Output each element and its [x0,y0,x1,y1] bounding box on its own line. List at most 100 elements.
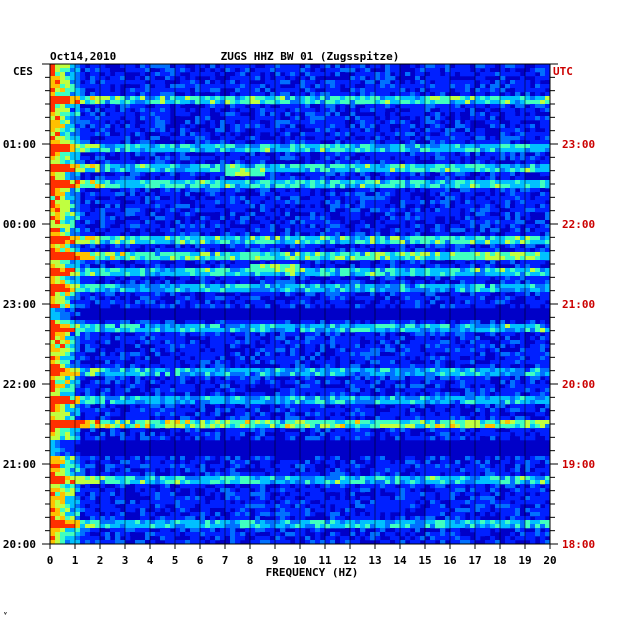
heat-cell [350,148,356,153]
heat-cell [85,288,91,293]
heat-cell [55,224,61,229]
heat-cell [130,180,136,185]
heat-cell [185,96,191,101]
heat-cell [125,228,131,233]
heat-cell [60,152,66,157]
heat-cell [270,184,276,189]
heat-cell [510,284,516,289]
heat-cell [440,88,446,93]
heat-cell [305,192,311,197]
heat-cell [500,196,506,201]
heat-cell [70,76,76,81]
heat-cell [425,232,431,237]
heat-cell [310,216,316,221]
heat-cell [185,252,191,257]
heat-cell [480,224,486,229]
heat-cell [80,144,86,149]
heat-cell [515,104,521,109]
heat-cell [545,96,551,101]
heat-cell [115,116,121,121]
heat-cell [500,164,506,169]
heat-cell [160,148,166,153]
heat-cell [495,192,501,197]
heat-cell [300,132,306,137]
heat-cell [490,284,496,289]
heat-cell [135,96,141,101]
heat-cell [310,256,316,261]
heat-cell [60,292,66,297]
heat-cell [105,288,111,293]
heat-cell [135,188,141,193]
heat-cell [425,208,431,213]
heat-cell [175,176,181,181]
heat-cell [295,64,301,69]
heat-cell [250,84,256,89]
heat-cell [155,64,161,69]
heat-cell [240,232,246,237]
heat-cell [205,252,211,257]
heat-cell [125,180,131,185]
heat-cell [220,180,226,185]
heat-cell [350,196,356,201]
heat-cell [160,80,166,85]
heat-cell [405,96,411,101]
heat-cell [280,64,286,69]
heat-cell [435,128,441,133]
heat-cell [185,104,191,109]
heat-cell [60,168,66,173]
heat-cell [370,236,376,241]
heat-cell [225,232,231,237]
heat-cell [395,144,401,149]
heat-cell [325,212,331,217]
heat-cell [270,80,276,85]
heat-cell [95,292,101,297]
heat-cell [70,236,76,241]
heat-cell [330,252,336,257]
heat-cell [345,148,351,153]
heat-cell [235,172,241,177]
heat-cell [260,68,266,73]
heat-cell [460,96,466,101]
heat-cell [155,168,161,173]
heat-cell [50,92,56,97]
heat-cell [250,232,256,237]
heat-cell [305,156,311,161]
heat-cell [315,180,321,185]
heat-cell [505,148,511,153]
heat-cell [120,216,126,221]
heat-cell [215,268,221,273]
heat-cell [525,204,531,209]
heat-cell [375,200,381,205]
heat-cell [230,224,236,229]
heat-cell [505,108,511,113]
heat-cell [525,84,531,89]
heat-cell [505,64,511,69]
heat-cell [545,236,551,241]
heat-cell [345,168,351,173]
heat-cell [330,224,336,229]
heat-cell [175,272,181,277]
heat-cell [280,252,286,257]
heat-cell [125,284,131,289]
heat-cell [340,152,346,157]
heat-cell [330,108,336,113]
heat-cell [545,288,551,293]
heat-cell [105,108,111,113]
heat-cell [545,128,551,133]
heat-cell [210,284,216,289]
heat-cell [150,180,156,185]
heat-cell [130,248,136,253]
heat-cell [70,100,76,105]
heat-cell [155,268,161,273]
heat-cell [315,252,321,257]
heat-cell [345,152,351,157]
heat-cell [535,96,541,101]
heat-cell [185,120,191,125]
heat-cell [530,252,536,257]
heat-cell [315,92,321,97]
heat-cell [220,208,226,213]
heat-cell [340,248,346,253]
heat-cell [335,132,341,137]
heat-cell [120,132,126,137]
heat-cell [55,64,61,69]
